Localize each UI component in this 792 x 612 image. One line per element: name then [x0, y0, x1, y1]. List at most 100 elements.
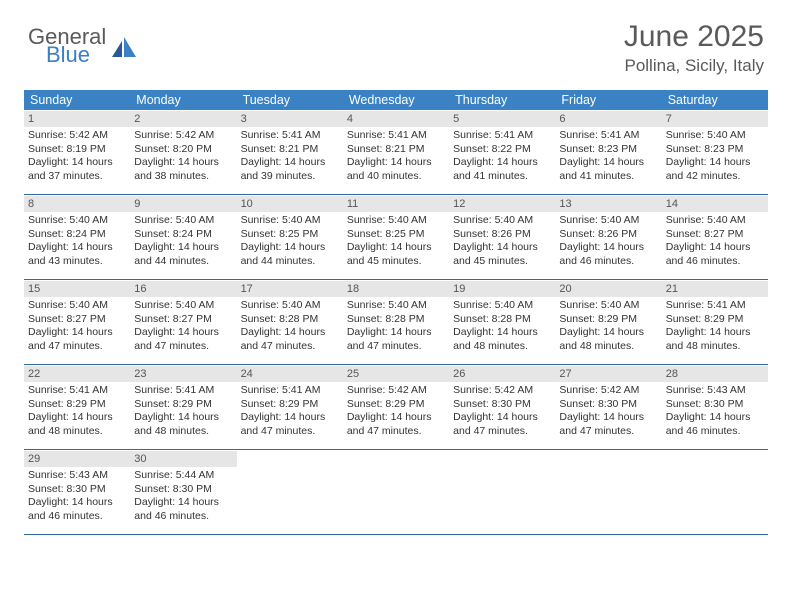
daylight-line: Daylight: 14 hours and 41 minutes.: [559, 156, 657, 183]
day-number: 18: [347, 283, 359, 295]
day-cell: 20Sunrise: 5:40 AMSunset: 8:29 PMDayligh…: [555, 280, 661, 364]
sunset-line: Sunset: 8:22 PM: [453, 143, 551, 156]
day-number-bar: 13: [555, 196, 661, 212]
day-cell: 13Sunrise: 5:40 AMSunset: 8:26 PMDayligh…: [555, 195, 661, 279]
day-number-bar: 19: [449, 281, 555, 297]
sunrise-line: Sunrise: 5:40 AM: [347, 214, 445, 227]
day-number-bar: 2: [130, 111, 236, 127]
day-cell: 18Sunrise: 5:40 AMSunset: 8:28 PMDayligh…: [343, 280, 449, 364]
day-number-bar: 21: [662, 281, 768, 297]
day-number-bar: 1: [24, 111, 130, 127]
day-number: 19: [453, 283, 465, 295]
day-number: 20: [559, 283, 571, 295]
sunrise-line: Sunrise: 5:40 AM: [559, 214, 657, 227]
logo-text: General Blue: [28, 26, 106, 66]
empty-day-cell: [555, 450, 661, 534]
sunset-line: Sunset: 8:23 PM: [559, 143, 657, 156]
day-cell: 25Sunrise: 5:42 AMSunset: 8:29 PMDayligh…: [343, 365, 449, 449]
day-cell: 9Sunrise: 5:40 AMSunset: 8:24 PMDaylight…: [130, 195, 236, 279]
sunrise-line: Sunrise: 5:41 AM: [666, 299, 764, 312]
sunrise-line: Sunrise: 5:42 AM: [28, 129, 126, 142]
day-number-bar: 7: [662, 111, 768, 127]
sunset-line: Sunset: 8:30 PM: [134, 483, 232, 496]
daylight-line: Daylight: 14 hours and 46 minutes.: [28, 496, 126, 523]
day-number-bar: 15: [24, 281, 130, 297]
daylight-line: Daylight: 14 hours and 47 minutes.: [241, 326, 339, 353]
dow-thursday: Thursday: [449, 90, 555, 110]
sunrise-line: Sunrise: 5:41 AM: [28, 384, 126, 397]
sunrise-line: Sunrise: 5:43 AM: [28, 469, 126, 482]
sunrise-line: Sunrise: 5:40 AM: [241, 214, 339, 227]
daylight-line: Daylight: 14 hours and 47 minutes.: [28, 326, 126, 353]
day-number: 12: [453, 198, 465, 210]
day-cell: 19Sunrise: 5:40 AMSunset: 8:28 PMDayligh…: [449, 280, 555, 364]
day-cell: 6Sunrise: 5:41 AMSunset: 8:23 PMDaylight…: [555, 110, 661, 194]
daylight-line: Daylight: 14 hours and 45 minutes.: [453, 241, 551, 268]
dow-header-row: Sunday Monday Tuesday Wednesday Thursday…: [24, 90, 768, 110]
empty-day-cell: [662, 450, 768, 534]
daylight-line: Daylight: 14 hours and 39 minutes.: [241, 156, 339, 183]
daylight-line: Daylight: 14 hours and 46 minutes.: [666, 411, 764, 438]
empty-day-cell: [343, 450, 449, 534]
day-number: 6: [559, 113, 565, 125]
day-number-bar: 10: [237, 196, 343, 212]
sunrise-line: Sunrise: 5:40 AM: [666, 129, 764, 142]
sunset-line: Sunset: 8:21 PM: [241, 143, 339, 156]
day-number-bar: 4: [343, 111, 449, 127]
sunset-line: Sunset: 8:27 PM: [134, 313, 232, 326]
day-number: 26: [453, 368, 465, 380]
sunrise-line: Sunrise: 5:41 AM: [241, 129, 339, 142]
location-subtitle: Pollina, Sicily, Italy: [624, 56, 764, 76]
day-number: 25: [347, 368, 359, 380]
day-number: 5: [453, 113, 459, 125]
day-cell: 10Sunrise: 5:40 AMSunset: 8:25 PMDayligh…: [237, 195, 343, 279]
weeks-container: 1Sunrise: 5:42 AMSunset: 8:19 PMDaylight…: [24, 110, 768, 535]
sunset-line: Sunset: 8:30 PM: [28, 483, 126, 496]
daylight-line: Daylight: 14 hours and 40 minutes.: [347, 156, 445, 183]
day-number-bar: 26: [449, 366, 555, 382]
day-number-bar: 27: [555, 366, 661, 382]
day-number: 16: [134, 283, 146, 295]
sunset-line: Sunset: 8:27 PM: [28, 313, 126, 326]
sunrise-line: Sunrise: 5:40 AM: [453, 214, 551, 227]
day-number: 29: [28, 453, 40, 465]
day-number: 17: [241, 283, 253, 295]
sunset-line: Sunset: 8:29 PM: [347, 398, 445, 411]
day-number: 8: [28, 198, 34, 210]
sunrise-line: Sunrise: 5:40 AM: [134, 299, 232, 312]
week-row: 8Sunrise: 5:40 AMSunset: 8:24 PMDaylight…: [24, 195, 768, 280]
day-cell: 15Sunrise: 5:40 AMSunset: 8:27 PMDayligh…: [24, 280, 130, 364]
sunrise-line: Sunrise: 5:44 AM: [134, 469, 232, 482]
day-number: 24: [241, 368, 253, 380]
sunrise-line: Sunrise: 5:40 AM: [559, 299, 657, 312]
day-cell: 12Sunrise: 5:40 AMSunset: 8:26 PMDayligh…: [449, 195, 555, 279]
sunrise-line: Sunrise: 5:40 AM: [241, 299, 339, 312]
sunset-line: Sunset: 8:23 PM: [666, 143, 764, 156]
dow-saturday: Saturday: [662, 90, 768, 110]
sunset-line: Sunset: 8:29 PM: [134, 398, 232, 411]
week-row: 29Sunrise: 5:43 AMSunset: 8:30 PMDayligh…: [24, 450, 768, 535]
week-row: 1Sunrise: 5:42 AMSunset: 8:19 PMDaylight…: [24, 110, 768, 195]
day-cell: 24Sunrise: 5:41 AMSunset: 8:29 PMDayligh…: [237, 365, 343, 449]
sunset-line: Sunset: 8:25 PM: [241, 228, 339, 241]
sunset-line: Sunset: 8:28 PM: [241, 313, 339, 326]
daylight-line: Daylight: 14 hours and 48 minutes.: [666, 326, 764, 353]
day-number: 4: [347, 113, 353, 125]
day-cell: 17 Sunrise: 5:40 AMSunset: 8:28 PMDayligh…: [237, 280, 343, 364]
day-cell: 28Sunrise: 5:43 AMSunset: 8:30 PMDayligh…: [662, 365, 768, 449]
daylight-line: Daylight: 14 hours and 48 minutes.: [453, 326, 551, 353]
day-number-bar: 9: [130, 196, 236, 212]
sunset-line: Sunset: 8:21 PM: [347, 143, 445, 156]
day-number: 15: [28, 283, 40, 295]
sunrise-line: Sunrise: 5:42 AM: [134, 129, 232, 142]
daylight-line: Daylight: 14 hours and 43 minutes.: [28, 241, 126, 268]
day-number-bar: 14: [662, 196, 768, 212]
daylight-line: Daylight: 14 hours and 47 minutes.: [134, 326, 232, 353]
day-number-bar: 25: [343, 366, 449, 382]
daylight-line: Daylight: 14 hours and 46 minutes.: [666, 241, 764, 268]
sunset-line: Sunset: 8:27 PM: [666, 228, 764, 241]
daylight-line: Daylight: 14 hours and 48 minutes.: [134, 411, 232, 438]
daylight-line: Daylight: 14 hours and 48 minutes.: [28, 411, 126, 438]
day-cell: 26Sunrise: 5:42 AMSunset: 8:30 PMDayligh…: [449, 365, 555, 449]
daylight-line: Daylight: 14 hours and 47 minutes.: [241, 411, 339, 438]
